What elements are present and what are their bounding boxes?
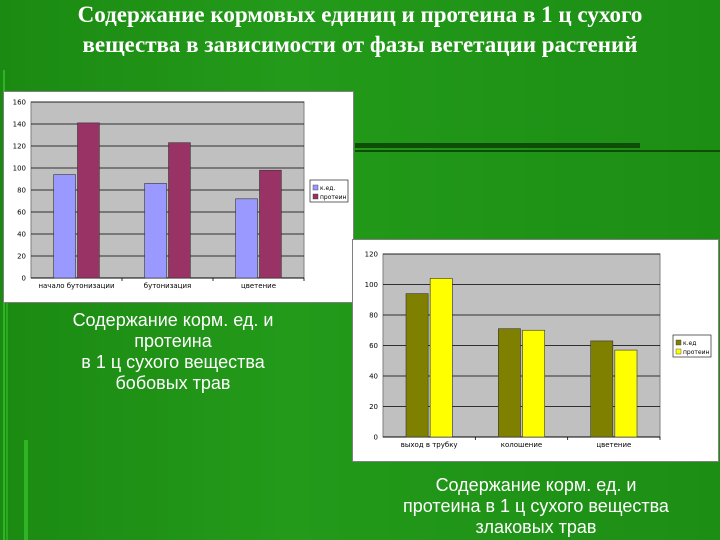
decorative-stripe bbox=[3, 70, 5, 540]
y-tick-label: 140 bbox=[13, 121, 26, 129]
legend-label: к.ед. bbox=[320, 185, 335, 192]
decorative-line bbox=[355, 143, 640, 148]
caption-line: злаковых трав bbox=[475, 517, 597, 537]
bar-protein bbox=[77, 122, 100, 279]
y-tick-label: 120 bbox=[13, 143, 26, 151]
slide-title-line: Содержание кормовых единиц и протеина в … bbox=[77, 2, 643, 27]
y-tick-label: 60 bbox=[369, 342, 378, 350]
y-tick-label: 80 bbox=[17, 187, 26, 195]
bar-feed-units bbox=[498, 328, 521, 438]
legend-box bbox=[672, 334, 712, 358]
decorative-stripe bbox=[24, 440, 28, 540]
grasses-caption: Содержание корм. ед. и протеина в 1 ц су… bbox=[355, 475, 717, 538]
x-tick-label: цветение bbox=[596, 441, 631, 449]
bar-protein bbox=[168, 142, 191, 279]
y-tick-label: 160 bbox=[13, 99, 26, 107]
bar-protein bbox=[259, 169, 282, 279]
legend-swatch bbox=[675, 348, 682, 355]
x-tick-label: колошение bbox=[501, 441, 542, 449]
caption-line: Содержание корм. ед. и bbox=[72, 310, 274, 330]
y-tick-label: 20 bbox=[17, 253, 26, 261]
x-tick-label: цветение bbox=[241, 282, 276, 290]
legumes-chart: 0 20 40 60 80 100 120 140 160 начало бутонизации б… bbox=[3, 91, 354, 303]
legend-swatch bbox=[675, 339, 682, 346]
y-tick-label: 80 bbox=[369, 312, 378, 320]
decorative-line bbox=[355, 150, 720, 152]
caption-line: Содержание корм. ед. и bbox=[435, 475, 637, 495]
caption-line: протеина в 1 ц сухого вещества bbox=[403, 496, 669, 516]
bar-protein bbox=[614, 349, 638, 438]
bar-feed-units bbox=[235, 198, 258, 279]
bar-feed-units bbox=[53, 174, 76, 279]
legend-label: к.ед bbox=[683, 340, 696, 347]
chart-svg: 0 20 40 60 80 100 120 выход в трубку колошение цв… bbox=[365, 251, 712, 449]
y-tick-label: 0 bbox=[374, 434, 378, 442]
bar-protein bbox=[429, 278, 453, 438]
legend-label: протеин bbox=[320, 194, 346, 201]
legend-label: протеин bbox=[683, 349, 709, 356]
legumes-caption: Содержание корм. ед. и протеина в 1 ц су… bbox=[18, 310, 328, 394]
bar-feed-units bbox=[144, 183, 167, 279]
y-tick-label: 20 bbox=[369, 403, 378, 411]
x-tick-label: бутонизация bbox=[144, 282, 191, 290]
y-tick-label: 40 bbox=[369, 373, 378, 381]
y-tick-label: 100 bbox=[365, 281, 378, 289]
y-tick-label: 120 bbox=[365, 251, 378, 259]
grasses-chart: 0 20 40 60 80 100 120 выход в трубку колошение цв… bbox=[352, 239, 719, 462]
y-tick-label: 100 bbox=[13, 165, 26, 173]
caption-line: бобовых трав bbox=[115, 373, 231, 393]
slide-title-line: вещества в зависимости от фазы вегетации… bbox=[82, 32, 638, 57]
y-tick-label: 0 bbox=[22, 275, 26, 283]
x-tick-label: начало бутонизации bbox=[38, 282, 114, 290]
y-tick-label: 40 bbox=[17, 231, 26, 239]
decorative-stripe bbox=[6, 120, 8, 540]
caption-line: протеина bbox=[134, 331, 212, 351]
caption-line: в 1 ц сухого вещества bbox=[81, 352, 265, 372]
bar-feed-units bbox=[590, 340, 614, 438]
y-tick-label: 60 bbox=[17, 209, 26, 217]
x-tick-label: выход в трубку bbox=[401, 441, 458, 449]
legend-swatch bbox=[312, 184, 319, 191]
chart-svg: 0 20 40 60 80 100 120 140 160 начало бутонизации б… bbox=[13, 99, 349, 290]
bar-protein bbox=[522, 329, 545, 438]
legend-box bbox=[309, 179, 349, 203]
slide-title: Содержание кормовых единиц и протеина в … bbox=[0, 0, 720, 60]
legend-swatch bbox=[312, 193, 319, 200]
bar-feed-units bbox=[405, 293, 429, 438]
